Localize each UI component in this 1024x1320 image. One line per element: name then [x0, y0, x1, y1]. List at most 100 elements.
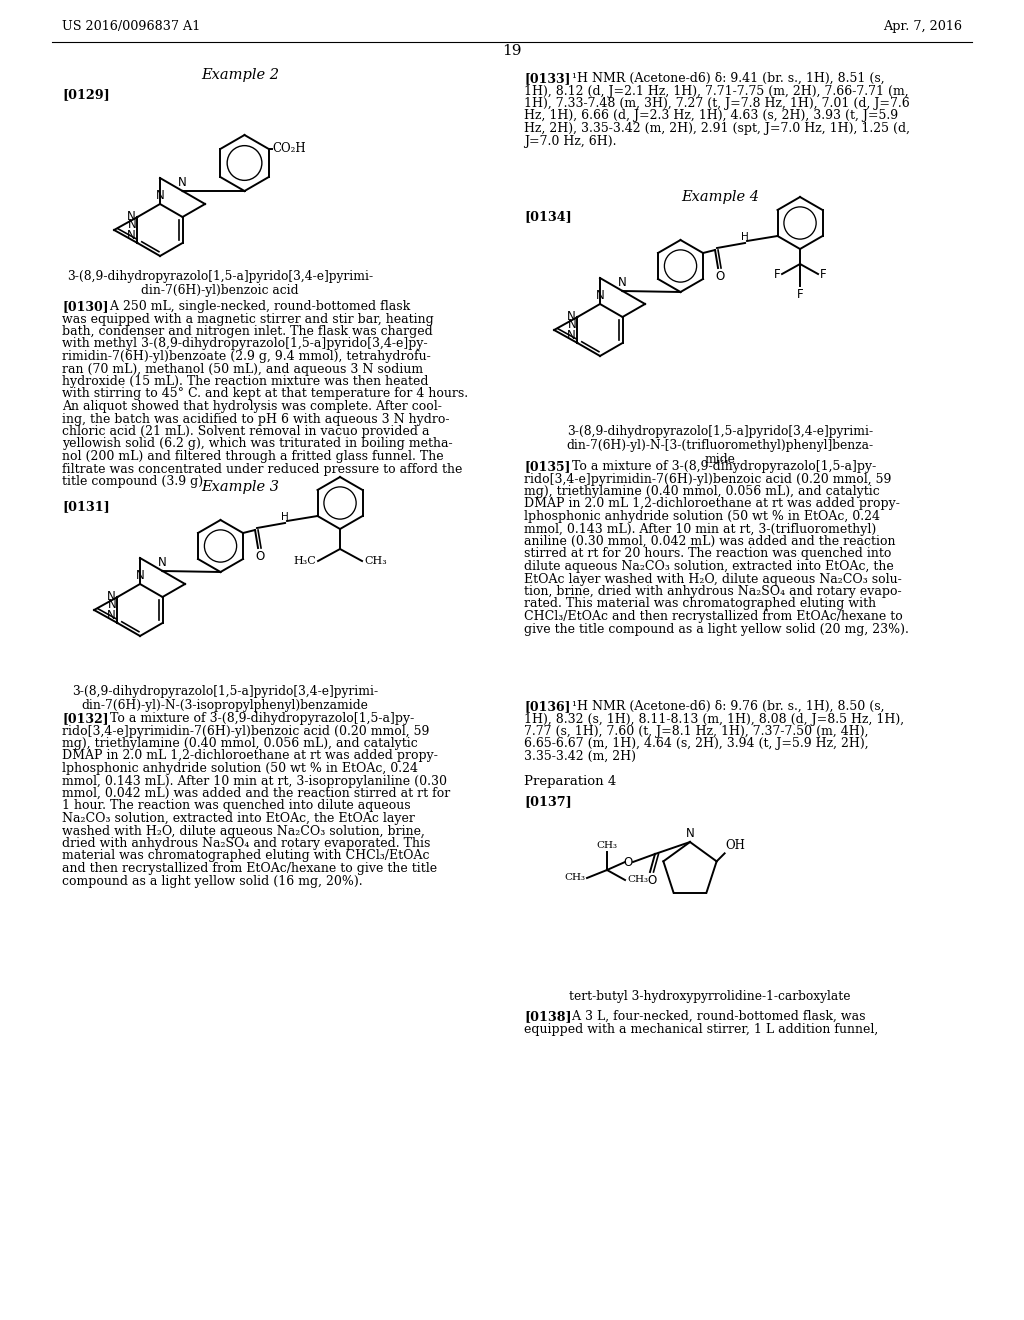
Text: yellowish solid (6.2 g), which was triturated in boiling metha-: yellowish solid (6.2 g), which was tritu… — [62, 437, 453, 450]
Text: N: N — [127, 210, 135, 223]
Text: F: F — [820, 268, 826, 281]
Text: N: N — [567, 318, 577, 331]
Text: din-7(6H)-yl)-N-[3-(trifluoromethyl)phenyl]benza-: din-7(6H)-yl)-N-[3-(trifluoromethyl)phen… — [566, 440, 873, 451]
Text: washed with H₂O, dilute aqueous Na₂CO₃ solution, brine,: washed with H₂O, dilute aqueous Na₂CO₃ s… — [62, 825, 425, 837]
Text: 1H), 8.32 (s, 1H), 8.11-8.13 (m, 1H), 8.08 (d, J=8.5 Hz, 1H),: 1H), 8.32 (s, 1H), 8.11-8.13 (m, 1H), 8.… — [524, 713, 904, 726]
Text: dried with anhydrous Na₂SO₄ and rotary evaporated. This: dried with anhydrous Na₂SO₄ and rotary e… — [62, 837, 430, 850]
Text: N: N — [106, 590, 116, 603]
Text: US 2016/0096837 A1: US 2016/0096837 A1 — [62, 20, 201, 33]
Text: mide: mide — [705, 453, 735, 466]
Text: bath, condenser and nitrogen inlet. The flask was charged: bath, condenser and nitrogen inlet. The … — [62, 325, 433, 338]
Text: Hz, 2H), 3.35-3.42 (m, 2H), 2.91 (spt, J=7.0 Hz, 1H), 1.25 (d,: Hz, 2H), 3.35-3.42 (m, 2H), 2.91 (spt, J… — [524, 121, 910, 135]
Text: H: H — [282, 512, 289, 521]
Text: Example 2: Example 2 — [201, 69, 279, 82]
Text: was equipped with a magnetic stirrer and stir bar, heating: was equipped with a magnetic stirrer and… — [62, 313, 434, 326]
Text: 1 hour. The reaction was quenched into dilute aqueous: 1 hour. The reaction was quenched into d… — [62, 800, 411, 813]
Text: Na₂CO₃ solution, extracted into EtOAc, the EtOAc layer: Na₂CO₃ solution, extracted into EtOAc, t… — [62, 812, 415, 825]
Text: N: N — [135, 569, 144, 582]
Text: N: N — [596, 289, 604, 302]
Text: ¹H NMR (Acetone-d6) δ: 9.41 (br. s., 1H), 8.51 (s,: ¹H NMR (Acetone-d6) δ: 9.41 (br. s., 1H)… — [564, 73, 885, 84]
Text: O: O — [255, 550, 264, 564]
Text: nol (200 mL) and filtered through a fritted glass funnel. The: nol (200 mL) and filtered through a frit… — [62, 450, 443, 463]
Text: [0129]: [0129] — [62, 88, 110, 102]
Text: A 250 mL, single-necked, round-bottomed flask: A 250 mL, single-necked, round-bottomed … — [102, 300, 411, 313]
Text: Example 4: Example 4 — [681, 190, 759, 205]
Text: 1H), 7.33-7.48 (m, 3H), 7.27 (t, J=7.8 Hz, 1H), 7.01 (d, J=7.6: 1H), 7.33-7.48 (m, 3H), 7.27 (t, J=7.8 H… — [524, 96, 909, 110]
Text: filtrate was concentrated under reduced pressure to afford the: filtrate was concentrated under reduced … — [62, 462, 463, 475]
Text: [0134]: [0134] — [524, 210, 571, 223]
Text: OH: OH — [726, 840, 745, 853]
Text: CH₃: CH₃ — [564, 874, 585, 883]
Text: rated. This material was chromatographed eluting with: rated. This material was chromatographed… — [524, 598, 877, 610]
Text: tert-butyl 3-hydroxypyrrolidine-1-carboxylate: tert-butyl 3-hydroxypyrrolidine-1-carbox… — [569, 990, 851, 1003]
Text: 7.77 (s, 1H), 7.60 (t, J=8.1 Hz, 1H), 7.37-7.50 (m, 4H),: 7.77 (s, 1H), 7.60 (t, J=8.1 Hz, 1H), 7.… — [524, 725, 868, 738]
Text: lphosphonic anhydride solution (50 wt % in EtOAc, 0.24: lphosphonic anhydride solution (50 wt % … — [524, 510, 880, 523]
Text: Apr. 7, 2016: Apr. 7, 2016 — [883, 20, 962, 33]
Text: To a mixture of 3-(8,9-dihydropyrazolo[1,5-a]py-: To a mixture of 3-(8,9-dihydropyrazolo[1… — [564, 459, 877, 473]
Text: with stirring to 45° C. and kept at that temperature for 4 hours.: with stirring to 45° C. and kept at that… — [62, 388, 468, 400]
Text: stirred at rt for 20 hours. The reaction was quenched into: stirred at rt for 20 hours. The reaction… — [524, 548, 891, 561]
Text: give the title compound as a light yellow solid (20 mg, 23%).: give the title compound as a light yello… — [524, 623, 909, 635]
Text: N: N — [618, 276, 627, 289]
Text: F: F — [773, 268, 780, 281]
Text: H: H — [741, 232, 749, 242]
Text: N: N — [566, 329, 575, 342]
Text: N: N — [158, 556, 167, 569]
Text: 6.65-6.67 (m, 1H), 4.64 (s, 2H), 3.94 (t, J=5.9 Hz, 2H),: 6.65-6.67 (m, 1H), 4.64 (s, 2H), 3.94 (t… — [524, 738, 868, 751]
Text: compound as a light yellow solid (16 mg, 20%).: compound as a light yellow solid (16 mg,… — [62, 874, 362, 887]
Text: O: O — [624, 855, 633, 869]
Text: [0133]: [0133] — [524, 73, 570, 84]
Text: mmol, 0.143 mL). After 10 min at rt, 3-(trifluoromethyl): mmol, 0.143 mL). After 10 min at rt, 3-(… — [524, 523, 877, 536]
Text: tion, brine, dried with anhydrous Na₂SO₄ and rotary evapo-: tion, brine, dried with anhydrous Na₂SO₄… — [524, 585, 901, 598]
Text: 19: 19 — [502, 44, 522, 58]
Text: CH₃: CH₃ — [365, 556, 387, 566]
Text: title compound (3.9 g).: title compound (3.9 g). — [62, 475, 207, 488]
Text: DMAP in 2.0 mL 1,2-dichloroethane at rt was added propy-: DMAP in 2.0 mL 1,2-dichloroethane at rt … — [524, 498, 900, 511]
Text: EtOAc layer washed with H₂O, dilute aqueous Na₂CO₃ solu-: EtOAc layer washed with H₂O, dilute aque… — [524, 573, 902, 586]
Text: 3-(8,9-dihydropyrazolo[1,5-a]pyrido[3,4-e]pyrimi-: 3-(8,9-dihydropyrazolo[1,5-a]pyrido[3,4-… — [67, 271, 373, 282]
Text: J=7.0 Hz, 6H).: J=7.0 Hz, 6H). — [524, 135, 616, 148]
Text: N: N — [566, 310, 575, 323]
Text: rido[3,4-e]pyrimidin-7(6H)-yl)benzoic acid (0.20 mmol, 59: rido[3,4-e]pyrimidin-7(6H)-yl)benzoic ac… — [62, 725, 429, 738]
Text: [0138]: [0138] — [524, 1010, 571, 1023]
Text: ran (70 mL), methanol (50 mL), and aqueous 3 N sodium: ran (70 mL), methanol (50 mL), and aqueo… — [62, 363, 423, 375]
Text: aniline (0.30 mmol, 0.042 mL) was added and the reaction: aniline (0.30 mmol, 0.042 mL) was added … — [524, 535, 896, 548]
Text: mmol, 0.042 mL) was added and the reaction stirred at rt for: mmol, 0.042 mL) was added and the reacti… — [62, 787, 451, 800]
Text: lphosphonic anhydride solution (50 wt % in EtOAc, 0.24: lphosphonic anhydride solution (50 wt % … — [62, 762, 418, 775]
Text: 3.35-3.42 (m, 2H): 3.35-3.42 (m, 2H) — [524, 750, 636, 763]
Text: H₃C: H₃C — [293, 556, 316, 566]
Text: 1H), 8.12 (d, J=2.1 Hz, 1H), 7.71-7.75 (m, 2H), 7.66-7.71 (m,: 1H), 8.12 (d, J=2.1 Hz, 1H), 7.71-7.75 (… — [524, 84, 908, 98]
Text: [0132]: [0132] — [62, 711, 109, 725]
Text: CHCl₃/EtOAc and then recrystallized from EtOAc/hexane to: CHCl₃/EtOAc and then recrystallized from… — [524, 610, 903, 623]
Text: mmol, 0.143 mL). After 10 min at rt, 3-isopropylaniline (0.30: mmol, 0.143 mL). After 10 min at rt, 3-i… — [62, 775, 447, 788]
Text: rido[3,4-e]pyrimidin-7(6H)-yl)benzoic acid (0.20 mmol, 59: rido[3,4-e]pyrimidin-7(6H)-yl)benzoic ac… — [524, 473, 891, 486]
Text: mg), triethylamine (0.40 mmol, 0.056 mL), and catalytic: mg), triethylamine (0.40 mmol, 0.056 mL)… — [524, 484, 880, 498]
Text: din-7(6H)-yl)-N-(3-isopropylphenyl)benzamide: din-7(6H)-yl)-N-(3-isopropylphenyl)benza… — [82, 700, 369, 711]
Text: N: N — [128, 218, 136, 231]
Text: CH₃: CH₃ — [597, 841, 617, 850]
Text: N: N — [686, 828, 694, 840]
Text: Hz, 1H), 6.66 (d, J=2.3 Hz, 1H), 4.63 (s, 2H), 3.93 (t, J=5.9: Hz, 1H), 6.66 (d, J=2.3 Hz, 1H), 4.63 (s… — [524, 110, 898, 123]
Text: rimidin-7(6H)-yl)benzoate (2.9 g, 9.4 mmol), tetrahydrofu-: rimidin-7(6H)-yl)benzoate (2.9 g, 9.4 mm… — [62, 350, 431, 363]
Text: O: O — [715, 271, 724, 282]
Text: [0135]: [0135] — [524, 459, 570, 473]
Text: ing, the batch was acidified to pH 6 with aqueous 3 N hydro-: ing, the batch was acidified to pH 6 wit… — [62, 412, 450, 425]
Text: mg), triethylamine (0.40 mmol, 0.056 mL), and catalytic: mg), triethylamine (0.40 mmol, 0.056 mL)… — [62, 737, 418, 750]
Text: [0137]: [0137] — [524, 795, 571, 808]
Text: ¹H NMR (Acetone-d6) δ: 9.76 (br. s., 1H), 8.50 (s,: ¹H NMR (Acetone-d6) δ: 9.76 (br. s., 1H)… — [564, 700, 885, 713]
Text: Example 3: Example 3 — [201, 480, 279, 494]
Text: [0131]: [0131] — [62, 500, 110, 513]
Text: hydroxide (15 mL). The reaction mixture was then heated: hydroxide (15 mL). The reaction mixture … — [62, 375, 428, 388]
Text: chloric acid (21 mL). Solvent removal in vacuo provided a: chloric acid (21 mL). Solvent removal in… — [62, 425, 429, 438]
Text: CH₃: CH₃ — [627, 875, 648, 884]
Text: and then recrystallized from EtOAc/hexane to give the title: and then recrystallized from EtOAc/hexan… — [62, 862, 437, 875]
Text: N: N — [108, 598, 117, 611]
Text: 3-(8,9-dihydropyrazolo[1,5-a]pyrido[3,4-e]pyrimi-: 3-(8,9-dihydropyrazolo[1,5-a]pyrido[3,4-… — [72, 685, 378, 698]
Text: DMAP in 2.0 mL 1,2-dichloroethane at rt was added propy-: DMAP in 2.0 mL 1,2-dichloroethane at rt … — [62, 750, 438, 763]
Text: An aliquot showed that hydrolysis was complete. After cool-: An aliquot showed that hydrolysis was co… — [62, 400, 442, 413]
Text: A 3 L, four-necked, round-bottomed flask, was: A 3 L, four-necked, round-bottomed flask… — [564, 1010, 865, 1023]
Text: material was chromatographed eluting with CHCl₃/EtOAc: material was chromatographed eluting wit… — [62, 850, 429, 862]
Text: N: N — [106, 609, 116, 622]
Text: with methyl 3-(8,9-dihydropyrazolo[1,5-a]pyrido[3,4-e]py-: with methyl 3-(8,9-dihydropyrazolo[1,5-a… — [62, 338, 428, 351]
Text: CO₂H: CO₂H — [272, 143, 306, 156]
